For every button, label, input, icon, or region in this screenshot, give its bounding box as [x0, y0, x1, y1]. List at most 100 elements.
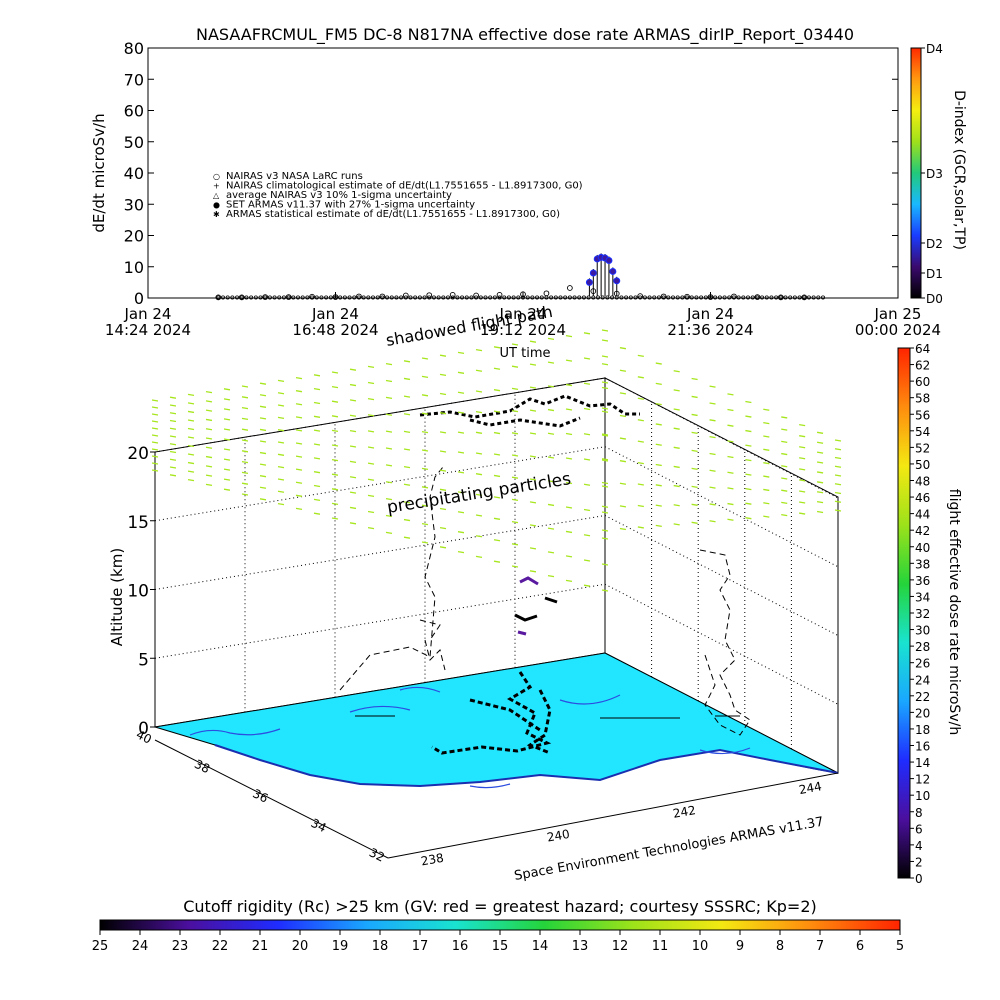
- particle-dash: [331, 517, 339, 520]
- particle-dash: [457, 451, 465, 454]
- particle-dash: [763, 408, 770, 411]
- baseline-point: [577, 295, 582, 300]
- particle-dash: [349, 445, 357, 448]
- baseline-point: [797, 295, 802, 300]
- baseline-point: [563, 295, 568, 300]
- particle-dash: [601, 363, 609, 366]
- particle-dash: [313, 484, 321, 488]
- particle-dash: [619, 414, 627, 418]
- armas-point: [605, 257, 613, 264]
- particle-dash: [745, 473, 752, 476]
- x-tick-date: Jan 24: [124, 305, 172, 323]
- particle-dash: [421, 394, 429, 397]
- baseline-point: [806, 295, 811, 300]
- cutoff-tick-label: 17: [412, 939, 429, 954]
- particle-dash: [187, 461, 195, 465]
- particle-dash: [727, 487, 734, 490]
- particle-dash: [223, 428, 231, 431]
- particle-dash: [385, 430, 393, 433]
- particle-dash: [223, 458, 231, 461]
- baseline-point: [610, 295, 615, 300]
- nairas-point: [777, 294, 784, 301]
- dose-tick-label: 6: [915, 822, 923, 836]
- baseline-point: [525, 295, 530, 300]
- particle-dash: [295, 507, 303, 511]
- particle-dash: [655, 463, 662, 467]
- particle-dash: [799, 501, 806, 504]
- particle-dash: [547, 551, 555, 554]
- particle-dash: [655, 484, 662, 487]
- baseline-point: [633, 295, 638, 300]
- cutoff-tick-label: 14: [532, 939, 549, 954]
- left-wall-projection: [339, 466, 446, 691]
- particle-dash: [367, 414, 375, 417]
- baseline-point: [572, 295, 577, 300]
- particle-dash: [781, 501, 788, 505]
- altitude-tick-label: 15: [127, 513, 149, 533]
- particle-dash: [493, 410, 501, 413]
- particle-dash: [673, 523, 680, 526]
- particle-dash: [493, 474, 501, 478]
- dose-tick-label: 20: [915, 706, 930, 720]
- x-tick-time: 19:12 2024: [480, 321, 566, 339]
- particle-dash: [151, 420, 159, 423]
- dose-tick-label: 44: [915, 508, 930, 522]
- grid-line-z-left: [154, 583, 606, 659]
- particle-dash: [529, 547, 537, 550]
- nairas-point: [660, 293, 667, 300]
- baseline-point: [811, 295, 816, 300]
- particle-dash: [601, 485, 609, 488]
- particle-dash: [259, 463, 267, 466]
- dose-tick-label: 48: [915, 475, 930, 489]
- particle-dash: [385, 396, 393, 400]
- baseline-point: [239, 295, 244, 300]
- particle-dash: [241, 417, 249, 421]
- particle-dash: [727, 408, 734, 412]
- particle-dash: [547, 432, 555, 435]
- particle-dash: [367, 446, 375, 449]
- particle-dash: [799, 446, 806, 449]
- nairas-point: [567, 285, 573, 291]
- time-series-panel: NASAAFRCMUL_FM5 DC-8 N817NA effective do…: [90, 25, 967, 361]
- baseline-point: [600, 295, 605, 300]
- particle-dash: [187, 453, 195, 456]
- particle-dash: [529, 432, 537, 435]
- particle-dash: [421, 357, 429, 360]
- particle-dash: [601, 529, 609, 532]
- cutoff-tick-label: 10: [692, 939, 709, 954]
- particle-dash: [834, 456, 842, 460]
- particle-dash: [601, 458, 609, 461]
- particle-dash: [816, 441, 824, 444]
- particle-dash: [403, 518, 411, 522]
- particle-dash: [187, 393, 195, 397]
- particle-dash: [565, 408, 573, 411]
- particle-dash: [475, 452, 483, 455]
- particle-dash: [367, 397, 375, 401]
- d-index-ticks: D0 D1 D2 D3 D4: [921, 42, 943, 306]
- particle-dash: [421, 541, 429, 544]
- precipitating-particles-annotation: precipitating particles: [386, 469, 573, 518]
- baseline-point: [652, 295, 657, 300]
- particle-dash: [205, 455, 213, 459]
- particle-dash: [277, 392, 285, 395]
- particle-dash: [799, 468, 806, 471]
- particle-dash: [403, 465, 411, 469]
- particle-dash: [511, 565, 519, 568]
- baseline-point: [516, 295, 521, 300]
- d-index-tick-label: D3: [926, 167, 943, 181]
- legend: ○ NAIRAS v3 NASA LaRC runs + NAIRAS climato…: [213, 171, 583, 220]
- altitude-axis-label: Altitude (km): [108, 548, 126, 646]
- baseline-point: [389, 295, 394, 300]
- particle-dash: [673, 389, 680, 392]
- particle-dash: [727, 440, 734, 443]
- particle-dash: [565, 334, 573, 338]
- dose-tick-label: 46: [915, 491, 930, 505]
- particle-dash: [403, 413, 411, 416]
- x-axis-label: UT time: [500, 346, 551, 361]
- y-tick-label: 60: [124, 102, 144, 121]
- baseline-point: [671, 295, 676, 300]
- baseline-point: [802, 295, 807, 300]
- cutoff-ticks: 25 24 23 22 21 20 19 18 17 16 15 14 13 12 11 10 9 8 7 6 5: [92, 930, 904, 954]
- particle-dash: [313, 471, 321, 474]
- particle-dash: [205, 465, 213, 468]
